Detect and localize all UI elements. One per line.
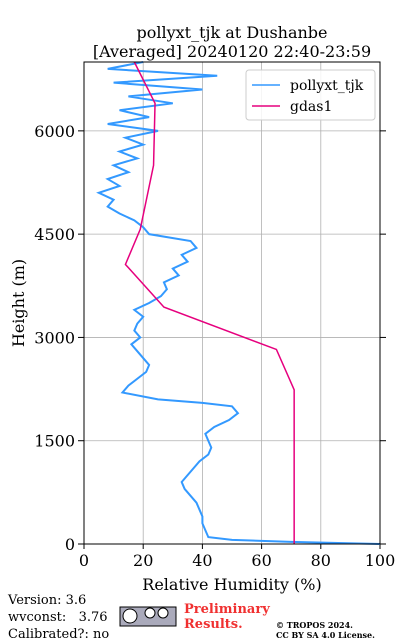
- y-tick-label: 3000: [34, 328, 75, 347]
- y-tick-label: 4500: [34, 225, 75, 244]
- y-axis-label: Height (m): [9, 259, 28, 347]
- y-tick-label: 0: [65, 535, 75, 554]
- legend-box: [245, 69, 376, 121]
- x-tick-label: 60: [251, 551, 271, 570]
- license: CC BY SA 4.0 License.: [276, 630, 375, 640]
- legend-label: pollyxt_tjk: [290, 78, 364, 94]
- cc-icon: [144, 607, 156, 619]
- wvconst: wvconst: 3.76: [8, 610, 108, 625]
- x-tick-label: 80: [311, 551, 331, 570]
- version: Version: 3.6: [8, 593, 87, 608]
- y-tick-label: 6000: [34, 122, 75, 141]
- x-tick-label: 0: [79, 551, 89, 570]
- x-tick-label: 20: [133, 551, 153, 570]
- legend-label: gdas1: [290, 99, 332, 115]
- profile-line: [96, 61, 381, 545]
- chart-subtitle: [Averaged] 20240120 22:40-23:59: [93, 42, 371, 61]
- x-axis-label: Relative Humidity (%): [142, 575, 321, 594]
- calibrated: Calibrated?: no: [8, 627, 110, 642]
- copyright-line: © TROPOS 2024.: [276, 620, 353, 630]
- preliminary: Preliminary Results.: [184, 602, 270, 632]
- y-tick-label: 1500: [34, 432, 75, 451]
- plot-frame: [83, 61, 381, 545]
- chart-title: pollyxt_tjk at Dushanbe: [136, 23, 327, 42]
- profile-line: [124, 61, 295, 544]
- x-tick-label: 100: [365, 551, 396, 570]
- footer-info: Version: 3.6 wvconst: 3.76 Calibrated?: …: [8, 592, 109, 643]
- cc-icon: [122, 608, 138, 624]
- cc-icon: [157, 607, 169, 619]
- x-tick-label: 40: [192, 551, 212, 570]
- copyright: © TROPOS 2024. CC BY SA 4.0 License.: [276, 620, 375, 640]
